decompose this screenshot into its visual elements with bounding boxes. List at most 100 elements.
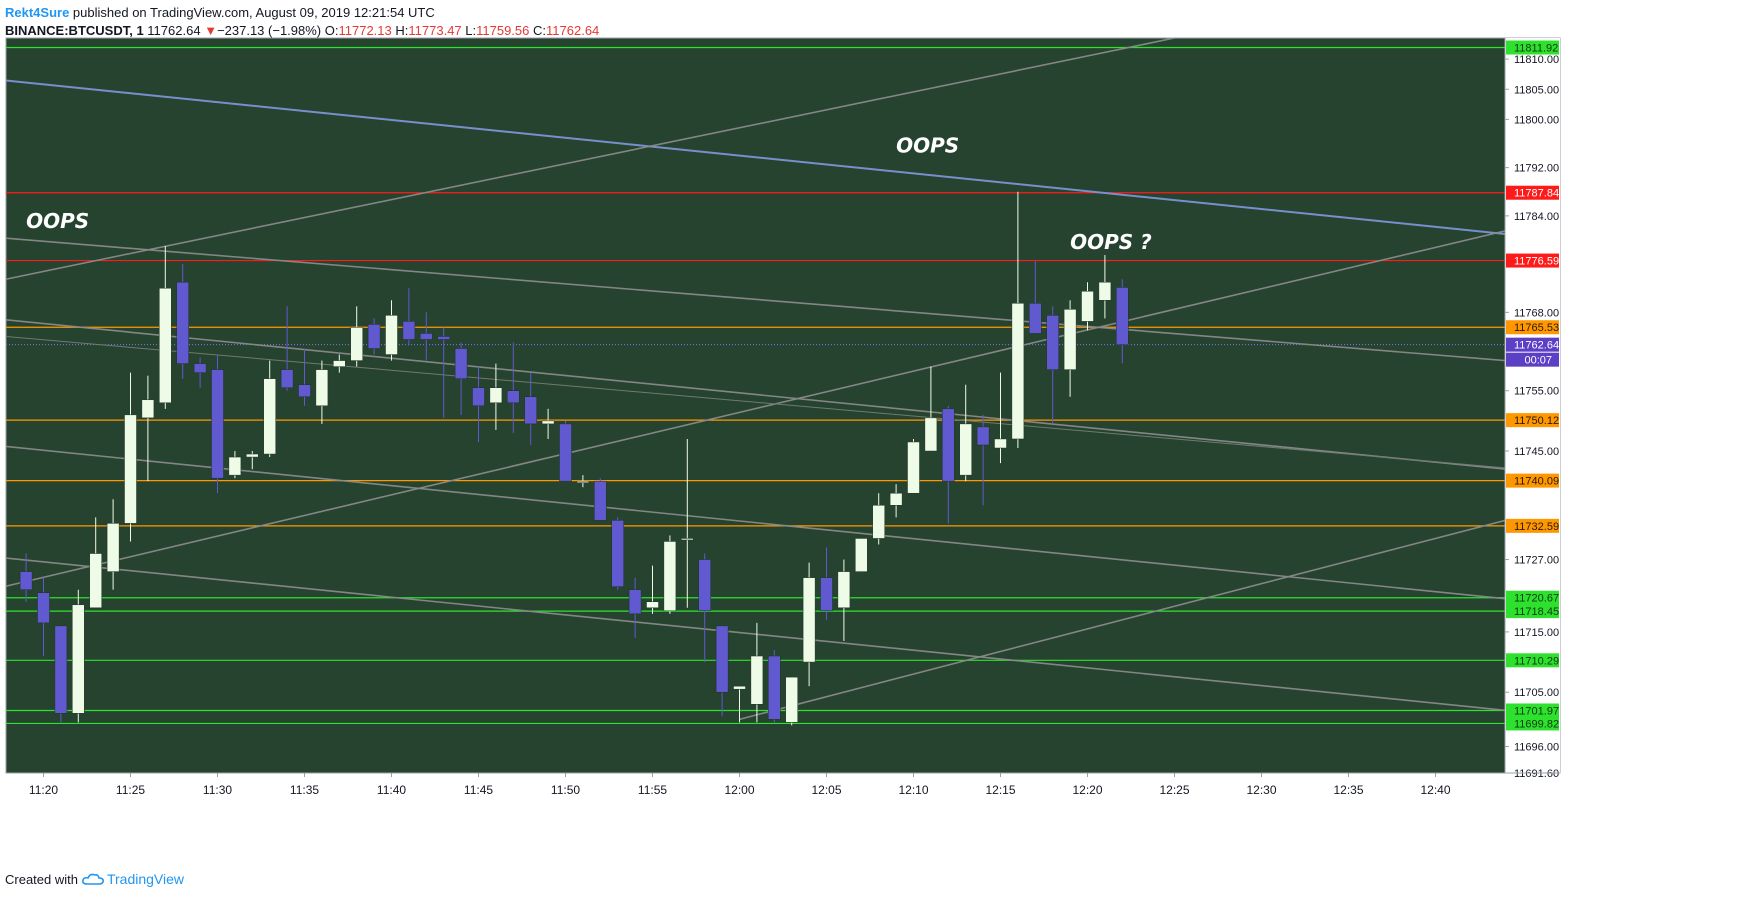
candle	[159, 246, 172, 409]
candle	[976, 414, 990, 506]
candle-body	[872, 505, 885, 539]
candle	[124, 372, 137, 542]
level-badge	[1506, 604, 1559, 619]
candle-body	[37, 592, 50, 624]
high-value: 11773.47	[408, 23, 462, 38]
time-tick-label: 11:40	[377, 783, 406, 797]
level-label: 11776.59	[1514, 256, 1559, 268]
candle-body	[333, 360, 346, 367]
publish-line: Rekt4Sure published on TradingView.com, …	[5, 4, 599, 22]
price-tick-label: 11784.00	[1514, 211, 1559, 223]
candle-body	[1063, 309, 1077, 370]
level-badge	[1506, 590, 1559, 605]
candle	[141, 375, 155, 482]
price-tick-label: 11745.00	[1514, 446, 1559, 458]
candle	[350, 306, 363, 367]
candle-body	[298, 384, 311, 398]
time-tick-label: 12:30	[1246, 783, 1276, 797]
candle-body	[1046, 315, 1059, 370]
time-tick-label: 12:35	[1333, 783, 1363, 797]
level-label: 11740.09	[1514, 476, 1559, 488]
candle	[594, 478, 607, 521]
candle	[994, 372, 1007, 464]
candle	[785, 676, 798, 726]
candle	[889, 484, 903, 518]
candle-body	[472, 387, 485, 407]
price-tick-label: 11810.00	[1514, 54, 1559, 66]
candle	[1063, 300, 1077, 397]
candle	[611, 517, 624, 590]
price-tick-label: 11800.00	[1514, 114, 1559, 126]
candle-body	[367, 324, 381, 349]
candle-body	[454, 348, 468, 379]
level-badge	[1506, 253, 1559, 268]
time-tick-label: 11:25	[116, 783, 145, 797]
candle-body	[541, 420, 555, 425]
candle	[855, 538, 868, 572]
open-label: O:	[324, 23, 339, 38]
candle	[193, 357, 207, 388]
candle-body	[576, 480, 590, 483]
candle-body	[1029, 303, 1042, 334]
candle-body	[385, 315, 398, 355]
countdown-badge	[1506, 352, 1559, 367]
candle-body	[715, 625, 729, 693]
time-tick-label: 12:20	[1072, 783, 1102, 797]
candle	[1116, 279, 1129, 364]
level-label: 11710.29	[1514, 655, 1559, 667]
level-badge	[1506, 703, 1559, 718]
level-label: 11732.59	[1514, 521, 1559, 533]
symbol-label: BINANCE:BTCUSDT, 1	[5, 23, 144, 38]
candle	[72, 589, 85, 723]
candle-body	[855, 538, 868, 572]
level-label: 11699.82	[1514, 718, 1559, 730]
time-tick-label: 12:05	[811, 783, 841, 797]
candle	[298, 348, 311, 406]
candle	[472, 366, 485, 442]
candle-body	[402, 321, 416, 340]
candle-body	[524, 396, 537, 425]
last-price: 11762.64	[147, 23, 201, 38]
candle-body	[837, 571, 851, 609]
candle	[54, 625, 68, 723]
price-tick-label: 11792.00	[1514, 163, 1559, 175]
close-label: C:	[533, 23, 547, 38]
candle-body	[315, 369, 329, 407]
cloud-icon	[82, 873, 104, 885]
last-price-badge	[1506, 337, 1559, 352]
candle	[315, 360, 329, 424]
candle-body	[663, 541, 677, 612]
candle-body	[628, 589, 642, 615]
candle	[924, 366, 938, 452]
candle-body	[176, 281, 189, 364]
time-tick-label: 11:35	[290, 783, 319, 797]
high-label: H:	[395, 23, 409, 38]
candle-body	[733, 685, 746, 690]
candle	[176, 264, 189, 379]
tradingview-logo[interactable]: TradingView	[82, 871, 184, 887]
candle-body	[976, 426, 990, 446]
candle-body	[646, 601, 659, 609]
candle	[1098, 255, 1112, 319]
candle-body	[54, 625, 68, 714]
level-label: 11787.84	[1514, 188, 1559, 200]
level-badge	[1506, 320, 1559, 335]
author-link[interactable]: Rekt4Sure	[5, 5, 70, 20]
candle	[211, 354, 224, 494]
candle	[437, 327, 450, 418]
time-tick-label: 11:55	[638, 783, 667, 797]
candle-body	[263, 378, 276, 455]
candle-body	[72, 604, 85, 714]
candle	[454, 342, 468, 415]
candle	[420, 312, 433, 361]
candle	[681, 438, 694, 608]
level-label: 11701.97	[1514, 705, 1559, 717]
candle-body	[924, 417, 938, 452]
level-label: 11718.45	[1514, 606, 1559, 618]
chart-header: Rekt4Sure published on TradingView.com, …	[5, 4, 599, 40]
candle	[733, 685, 746, 723]
candle-body	[19, 571, 33, 590]
candle	[541, 408, 555, 439]
level-badge	[1506, 185, 1559, 200]
